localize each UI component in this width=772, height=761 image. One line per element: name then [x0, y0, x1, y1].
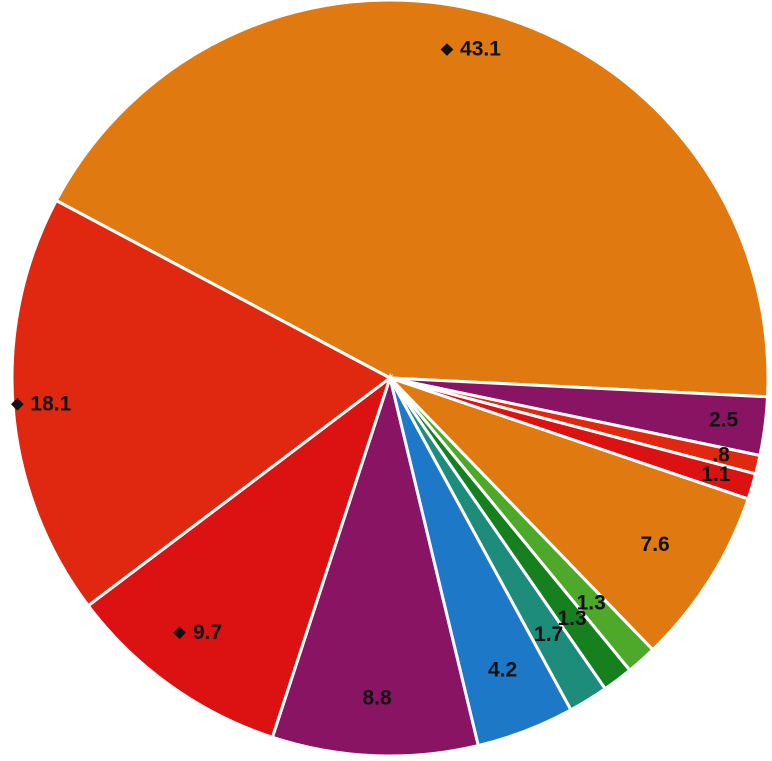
pie-labels: 43.12.5.81.17.61.31.31.74.28.89.718.1	[10, 38, 739, 710]
pie-slice-label: .8	[712, 444, 730, 467]
pie-slice	[86, 373, 393, 740]
pie-slice-label: 8.8	[362, 687, 392, 710]
pie-slice-label: 4.2	[488, 658, 517, 681]
pie-slice	[54, 0, 770, 399]
pie-slice	[270, 372, 481, 758]
pie-slice-label: 2.5	[709, 409, 739, 432]
pie-slice-label: 7.6	[641, 533, 670, 556]
pie-slice-label: 1.3	[577, 591, 606, 614]
pie-slice-label: 1.1	[701, 463, 731, 486]
pie-slice-label: 9.7	[193, 621, 222, 644]
pie-slice-label: 18.1	[30, 392, 71, 415]
pie-slice	[388, 376, 751, 652]
pie-slice	[10, 198, 393, 608]
pie-slice-label: 1.3	[558, 607, 587, 630]
pie-slice-label: 43.1	[460, 38, 501, 61]
pie-slices	[10, 0, 770, 758]
label-marker-icon	[10, 397, 24, 411]
label-marker-icon	[440, 43, 454, 56]
pie-slice-label: 1.7	[534, 623, 563, 646]
